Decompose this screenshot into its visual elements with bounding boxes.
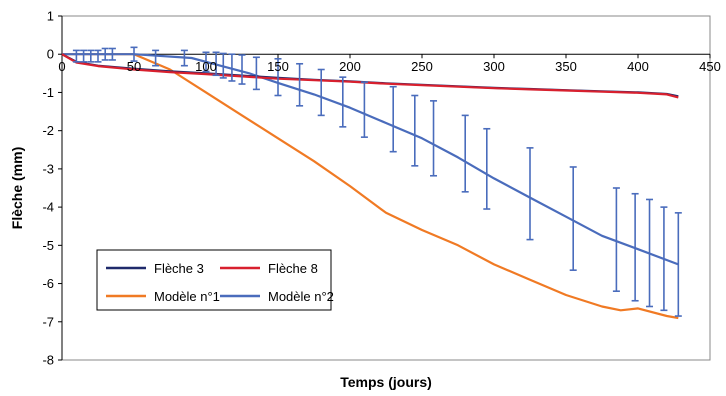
x-tick-label: 200 [339, 59, 361, 74]
legend-box [96, 249, 332, 311]
x-tick-label: 150 [267, 59, 289, 74]
y-tick-label: -1 [42, 85, 54, 100]
x-tick-label: 350 [555, 59, 577, 74]
x-tick-label: 50 [127, 59, 141, 74]
series-line-fleche-8 [61, 53, 679, 99]
series-lines [61, 53, 679, 320]
x-axis-title: Temps (jours) [340, 374, 432, 390]
y-tick-label: -2 [42, 123, 54, 138]
series-line-modele-n-1 [62, 53, 679, 320]
y-tick-label: 0 [47, 47, 54, 62]
x-tick-label: 0 [58, 59, 65, 74]
y-tick-label: -5 [42, 238, 54, 253]
y-tick-label: -4 [42, 200, 54, 215]
x-tick-label: 300 [483, 59, 505, 74]
y-tick-label: -8 [42, 353, 54, 368]
legend: Flèche 3 Flèche 8 Modèle n°1 Modèle n°2 [96, 249, 334, 311]
y-tick-label: -3 [42, 161, 54, 176]
series-line-modele-n-2 [62, 53, 679, 266]
error-bars [72, 46, 682, 317]
x-tick-label: 400 [627, 59, 649, 74]
y-tick-label: -6 [42, 276, 54, 291]
x-tick-label: 250 [411, 59, 433, 74]
y-tick-label: 1 [47, 9, 54, 24]
legend-label-fleche-8: Flèche 8 [268, 261, 318, 276]
x-tick-label: 450 [699, 59, 721, 74]
y-tick-label: -7 [42, 314, 54, 329]
legend-label-modele-1: Modèle n°1 [154, 289, 220, 304]
x-tick-label: 100 [195, 59, 217, 74]
y-axis-title: Flèche (mm) [9, 147, 25, 229]
legend-label-modele-2: Modèle n°2 [268, 289, 334, 304]
legend-label-fleche-3: Flèche 3 [154, 261, 204, 276]
series-line-fleche-3 [61, 53, 679, 98]
tick-labels: 0 50 100 150 200 250 300 350 400 450 1 0 -1 -2 -3 -4 -5 -… [42, 9, 720, 368]
